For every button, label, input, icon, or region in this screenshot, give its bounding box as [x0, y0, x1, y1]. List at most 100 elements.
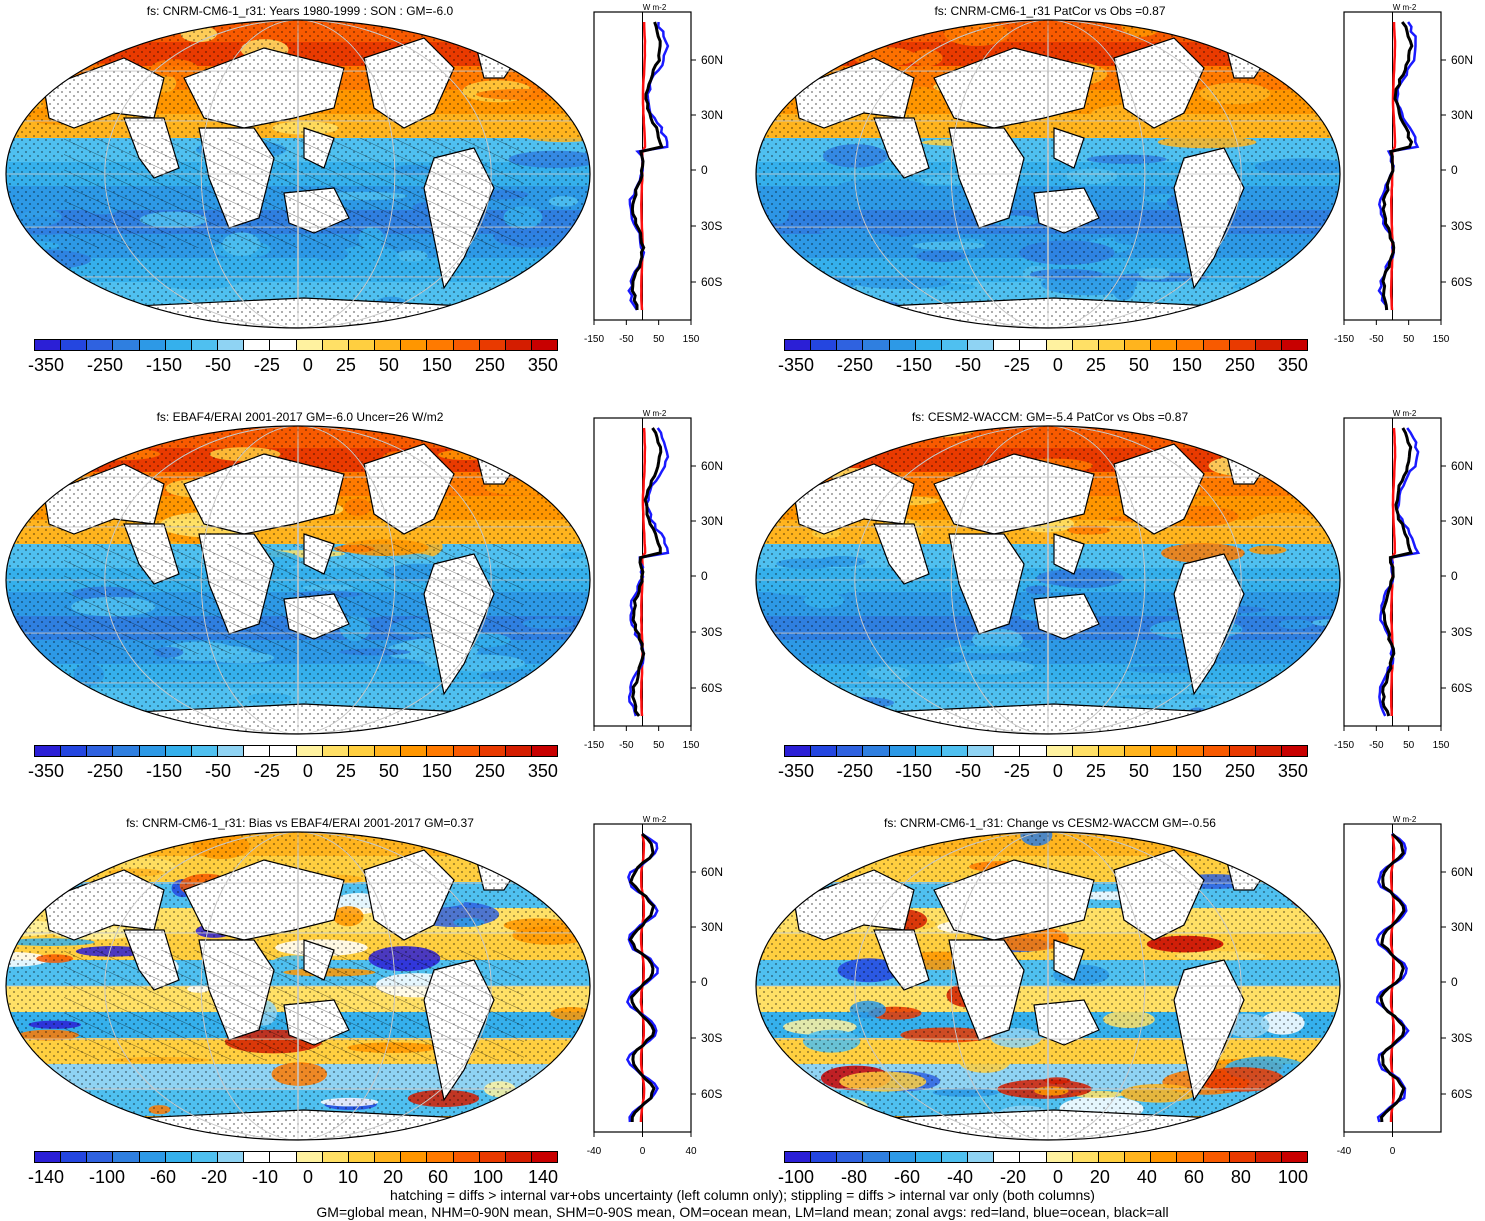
colorbar-swatch — [811, 746, 838, 756]
colorbar-swatch — [1229, 746, 1256, 756]
colorbar-tick-label: -20 — [999, 1167, 1026, 1187]
colorbar-swatch — [889, 1152, 916, 1162]
colorbar-tick-label: -50 — [204, 761, 231, 781]
zonal-tick-label: 50 — [1403, 740, 1415, 751]
lat-tick-label: 30N — [701, 108, 723, 122]
colorbar-swatch — [61, 1152, 88, 1162]
colorbar-tick-label: 50 — [378, 355, 399, 375]
lat-tick-label: 60N — [701, 459, 723, 473]
colorbar-tick-label: -100 — [778, 1167, 815, 1187]
lat-tick-label: 60N — [1451, 865, 1473, 879]
zonal-tick-label: -50 — [619, 334, 634, 345]
colorbar-swatch — [941, 746, 969, 756]
colorbar-tick-label: -350 — [778, 355, 815, 375]
zonal-tick-label: -50 — [1369, 334, 1384, 345]
colorbar-swatch — [35, 1152, 62, 1162]
colorbar-swatch — [348, 746, 376, 756]
colorbar — [784, 745, 1308, 757]
colorbar-tick-label: -350 — [28, 355, 65, 375]
colorbar-swatch — [1125, 1152, 1152, 1162]
colorbar-swatch — [1281, 340, 1308, 350]
colorbar-swatch — [270, 340, 297, 350]
panel-title: fs: EBAF4/ERAI 2001-2017 GM=-6.0 Uncer=2… — [156, 410, 444, 424]
colorbar-swatch — [244, 1152, 271, 1162]
colorbar-tick-label: -25 — [1003, 761, 1030, 781]
zonal-average-plot: W m-2 60N 30N 0 30S 60S -150 -50 50 150 — [1328, 2, 1478, 357]
colorbar-swatch — [941, 340, 969, 350]
colorbar-tick-label: -250 — [836, 355, 874, 375]
colorbar-swatch — [270, 1152, 297, 1162]
colorbar-tick-label: -50 — [954, 355, 981, 375]
colorbar-tick-label: 250 — [1224, 761, 1255, 781]
colorbar-tick-label: -25 — [253, 761, 280, 781]
colorbar-tick-label: -150 — [895, 761, 932, 781]
colorbar-swatch — [244, 746, 271, 756]
panel-title: fs: CNRM-CM6-1_r31: Bias vs EBAF4/ERAI 2… — [126, 816, 474, 830]
colorbar-swatch — [296, 746, 323, 756]
zonal-curve — [630, 21, 664, 310]
colorbar-tick-label: 0 — [302, 355, 313, 375]
colorbar-tick-label: -150 — [145, 355, 182, 375]
colorbar-swatch — [994, 746, 1021, 756]
colorbar-tick-label: 0 — [1052, 761, 1063, 781]
lat-tick-label: 30N — [701, 920, 723, 934]
lat-tick-label: 60S — [1451, 1087, 1472, 1101]
colorbar-swatch — [113, 340, 140, 350]
colorbar-swatch — [191, 1152, 219, 1162]
zonal-units: W m-2 — [1393, 409, 1417, 418]
zonal-tick-label: 0 — [1390, 1146, 1396, 1157]
colorbar-labels: -350 -250 -150 -50 -25 0 25 50 150 250 350 — [28, 761, 558, 782]
zonal-curve — [1381, 21, 1414, 311]
colorbar-swatch — [1151, 746, 1178, 756]
footer-line-1: hatching = diffs > internal var+obs unce… — [390, 1187, 1095, 1203]
zonal-tick-label: 150 — [683, 334, 700, 345]
colorbar-tick-label: 25 — [335, 761, 356, 781]
colorbar-swatch — [453, 746, 480, 756]
colorbar-swatch — [218, 1152, 245, 1162]
colorbar-tick-label: 0 — [1052, 355, 1063, 375]
lat-tick-label: 60N — [701, 865, 723, 879]
lat-tick-label: 0 — [701, 975, 708, 989]
zonal-tick-label: 0 — [640, 1146, 646, 1157]
colorbar-swatch — [785, 746, 812, 756]
zonal-tick-label: -150 — [584, 334, 604, 345]
zonal-tick-label: 150 — [1433, 740, 1450, 751]
colorbar-swatch — [401, 1152, 428, 1162]
colorbar-swatch — [453, 340, 480, 350]
colorbar-labels: -140 -100 -60 -20 -10 0 10 20 60 100 140 — [28, 1167, 558, 1188]
lat-tick-label: 0 — [701, 569, 708, 583]
colorbar-swatch — [165, 746, 192, 756]
colorbar-swatch — [427, 1152, 454, 1162]
colorbar-swatch — [375, 340, 402, 350]
colorbar-swatch — [1151, 1152, 1178, 1162]
colorbar-tick-label: 100 — [472, 1167, 503, 1187]
colorbar-swatch — [427, 340, 454, 350]
robinson-map — [754, 830, 1342, 1142]
colorbar-swatch — [1177, 1152, 1204, 1162]
colorbar-tick-label: -140 — [28, 1167, 65, 1187]
colorbar-swatch — [479, 1152, 506, 1162]
lat-tick-label: 0 — [701, 163, 708, 177]
colorbar-swatch — [837, 1152, 864, 1162]
colorbar-labels: -100 -80 -60 -40 -20 0 20 40 60 80 100 — [778, 1167, 1308, 1188]
colorbar-tick-label: 0 — [1052, 1167, 1063, 1187]
colorbar-swatch — [1255, 746, 1282, 756]
colorbar-tick-label: -10 — [251, 1167, 278, 1187]
colorbar-tick-label: 150 — [421, 355, 452, 375]
colorbar-tick-label: -50 — [204, 355, 231, 375]
colorbar-tick-label: 60 — [1183, 1167, 1204, 1187]
colorbar-swatch — [1098, 1152, 1126, 1162]
colorbar-tick-label: 250 — [474, 355, 505, 375]
colorbar-labels: -350 -250 -150 -50 -25 0 25 50 150 250 350 — [28, 355, 558, 376]
zonal-average-plot: W m-2 60N 30N 0 30S 60S -40 0 — [1328, 814, 1478, 1169]
colorbar-swatch — [1229, 1152, 1256, 1162]
lat-tick-label: 30S — [1451, 1031, 1472, 1045]
colorbar-swatch — [479, 746, 506, 756]
colorbar-swatch — [837, 746, 864, 756]
colorbar-swatch — [1255, 1152, 1282, 1162]
colorbar-swatch — [322, 1152, 349, 1162]
colorbar-swatch — [1281, 746, 1308, 756]
zonal-units: W m-2 — [643, 815, 667, 824]
colorbar-swatch — [61, 746, 88, 756]
colorbar-swatch — [1046, 340, 1073, 350]
